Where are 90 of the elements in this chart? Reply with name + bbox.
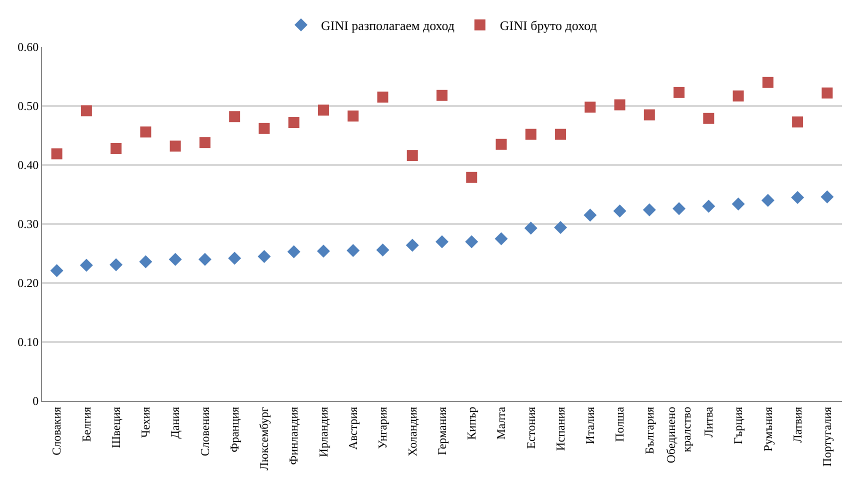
point bbox=[525, 128, 536, 140]
point bbox=[613, 204, 626, 218]
point bbox=[376, 243, 390, 256]
point bbox=[406, 150, 418, 162]
x-tick-label: Обединено кралство bbox=[664, 406, 694, 464]
point bbox=[614, 99, 626, 110]
point bbox=[377, 92, 388, 103]
point bbox=[346, 244, 360, 258]
point bbox=[642, 203, 656, 216]
x-tick-label: Дания bbox=[168, 406, 182, 439]
point bbox=[80, 258, 93, 272]
point bbox=[288, 117, 300, 128]
point bbox=[494, 232, 508, 246]
point bbox=[762, 76, 774, 88]
y-tick-label: 0.60 bbox=[18, 40, 39, 54]
point bbox=[732, 90, 744, 102]
point bbox=[258, 122, 270, 134]
y-tick-label: 0.20 bbox=[18, 276, 39, 290]
point bbox=[316, 244, 330, 258]
point bbox=[436, 90, 448, 101]
point bbox=[466, 172, 478, 183]
point bbox=[584, 102, 596, 113]
x-tick-label: Австрия bbox=[346, 406, 360, 450]
x-tick-label: Германия bbox=[434, 406, 449, 456]
x-tick-label: Латвия bbox=[790, 406, 804, 443]
x-tick-label: Ирландия bbox=[316, 406, 330, 458]
point bbox=[139, 255, 152, 268]
point bbox=[524, 222, 538, 235]
point bbox=[110, 258, 123, 272]
point bbox=[791, 190, 804, 204]
legend-label: GINI разполагаем доход bbox=[321, 18, 455, 33]
x-tick-label: Румъния bbox=[760, 406, 775, 452]
point bbox=[51, 148, 62, 160]
point bbox=[50, 264, 64, 278]
point bbox=[822, 88, 833, 99]
point bbox=[199, 137, 210, 148]
point bbox=[584, 208, 597, 222]
x-tick-label: България bbox=[642, 406, 656, 454]
point bbox=[228, 252, 242, 265]
x-tick-label: Малта bbox=[494, 406, 508, 440]
x-tick-label: Португалия bbox=[820, 406, 834, 467]
y-tick-label: 0.50 bbox=[18, 99, 39, 114]
point bbox=[318, 104, 329, 116]
point bbox=[672, 202, 686, 216]
x-tick-label: Италия bbox=[583, 406, 598, 444]
y-tick-label: 0.40 bbox=[18, 158, 39, 172]
point bbox=[406, 238, 419, 252]
x-tick-label: Словения bbox=[198, 406, 212, 456]
point bbox=[555, 128, 566, 140]
x-tick-label: Гърция bbox=[731, 406, 746, 444]
x-tick-label: Словакия bbox=[50, 406, 64, 456]
x-tick-label: Чехия bbox=[138, 406, 153, 438]
point bbox=[168, 252, 182, 266]
point bbox=[287, 245, 300, 258]
x-tick-label: Франция bbox=[227, 406, 242, 452]
y-tick-label: 0 bbox=[32, 394, 39, 408]
x-tick-label: Финландия bbox=[286, 406, 301, 465]
point bbox=[702, 200, 716, 213]
point bbox=[198, 252, 212, 266]
point bbox=[554, 221, 568, 234]
x-tick-label: Кипър bbox=[464, 406, 479, 440]
x-tick-label: Естония bbox=[524, 406, 538, 449]
x-tick-label: Испания bbox=[553, 406, 568, 451]
point bbox=[258, 250, 271, 263]
x-tick-label: Белгия bbox=[79, 406, 94, 442]
point bbox=[436, 235, 448, 248]
point bbox=[732, 197, 745, 210]
x-tick-label: Швеция bbox=[108, 406, 123, 448]
point bbox=[229, 111, 240, 122]
point bbox=[170, 140, 181, 152]
point bbox=[110, 142, 122, 154]
point bbox=[80, 105, 92, 116]
point bbox=[140, 126, 152, 138]
point bbox=[644, 109, 655, 120]
point bbox=[820, 190, 834, 204]
y-tick-label: 0.10 bbox=[18, 335, 39, 350]
x-tick-label: Унгария bbox=[376, 406, 390, 449]
x-tick-label: Литва bbox=[702, 406, 716, 438]
y-tick-label: 0.30 bbox=[18, 217, 39, 232]
point bbox=[792, 116, 804, 128]
x-tick-label: Холандия bbox=[405, 406, 420, 456]
x-tick-label: Люксембург bbox=[257, 406, 272, 470]
point bbox=[348, 110, 359, 122]
point bbox=[703, 112, 714, 124]
point bbox=[496, 138, 507, 150]
point bbox=[465, 235, 478, 248]
point bbox=[761, 194, 774, 207]
x-tick-label: Полша bbox=[612, 406, 627, 442]
point bbox=[674, 86, 685, 98]
legend-label: GINI бруто доход bbox=[500, 18, 598, 33]
